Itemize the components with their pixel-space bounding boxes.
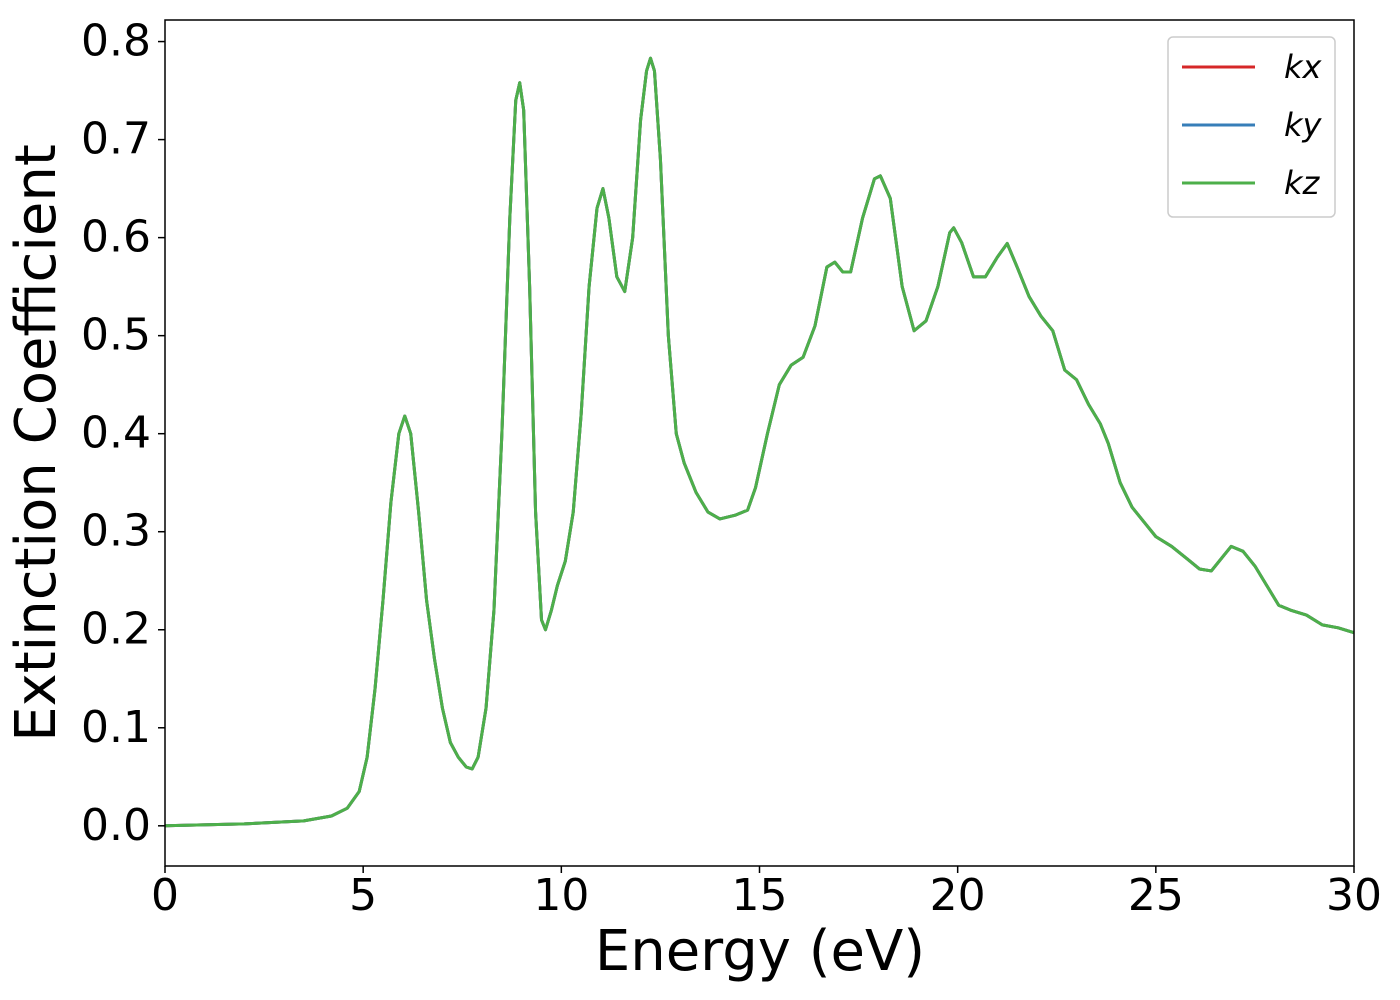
y-tick-label: 0.6 [81, 212, 151, 263]
plot-frame [164, 19, 1355, 867]
x-tick-label: 10 [533, 870, 589, 921]
y-tick-label: 0.1 [81, 702, 151, 753]
x-tick-label: 25 [1128, 870, 1184, 921]
x-tick-label: 20 [930, 870, 986, 921]
data-line [164, 56, 1355, 828]
x-tick-label: 0 [151, 870, 179, 921]
x-tick-label: 30 [1326, 870, 1382, 921]
y-tick-label: 0.0 [81, 800, 151, 851]
legend-label: kx [1284, 48, 1323, 86]
y-tick-label: 0.5 [81, 310, 151, 361]
legend-label: kz [1284, 164, 1321, 202]
x-axis-label: Energy (eV) [595, 919, 925, 984]
y-tick-label: 0.8 [81, 16, 151, 67]
x-tick-label: 15 [732, 870, 788, 921]
x-tick-label: 5 [349, 870, 377, 921]
legend-label: ky [1284, 106, 1323, 144]
y-tick-label: 0.4 [81, 408, 151, 459]
legend-box [1167, 36, 1336, 218]
y-tick-label: 0.2 [81, 604, 151, 655]
y-tick-label: 0.7 [81, 114, 151, 165]
y-tick-label: 0.3 [81, 506, 151, 557]
y-axis-label: Extinction Coefficient [4, 144, 69, 742]
